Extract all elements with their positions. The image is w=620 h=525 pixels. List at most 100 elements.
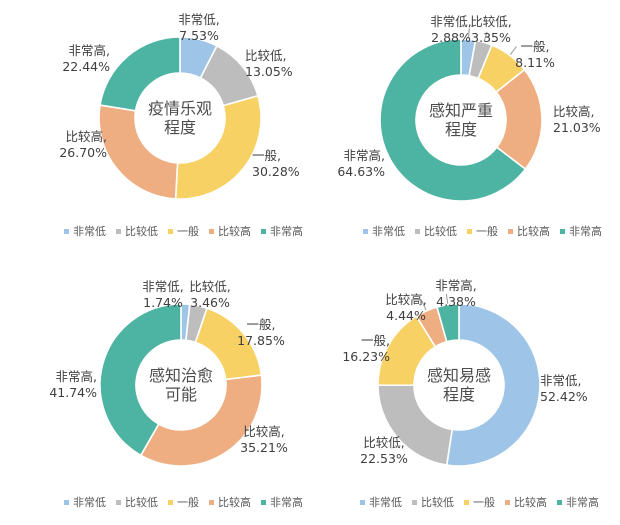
slice-fairly-high bbox=[139, 374, 263, 467]
legend-item: 比较低 bbox=[116, 494, 158, 510]
slice-label: 比较低, 3.46% bbox=[189, 279, 231, 310]
slice-label: 非常高, 22.44% bbox=[62, 43, 110, 74]
legend-item: 非常高 bbox=[560, 223, 602, 239]
legend-swatch bbox=[557, 499, 562, 505]
legend-label: 比较低 bbox=[125, 496, 158, 509]
legend-label: 比较低 bbox=[125, 225, 158, 238]
label-leader-line bbox=[467, 28, 470, 39]
legend-label: 非常高 bbox=[270, 496, 303, 509]
legend-label: 一般 bbox=[177, 225, 199, 238]
slice-label: 比较低, 13.05% bbox=[245, 48, 293, 79]
legend-swatch bbox=[116, 228, 121, 234]
legend-item: 非常低 bbox=[360, 494, 402, 510]
slice-label: 一般, 17.85% bbox=[237, 317, 285, 348]
slice-label: 非常低, 7.53% bbox=[178, 12, 220, 43]
legend-item: 比较低 bbox=[412, 494, 454, 510]
chart-perceived-curability: 感知治愈 可能 非常低 比较低 一般 比较高 非常高 非常低, 1.74% 比较低, 3.… bbox=[0, 262, 310, 524]
donut-ring bbox=[98, 36, 262, 200]
legend-item: 非常高 bbox=[557, 494, 599, 510]
label-leader-line bbox=[421, 300, 427, 311]
chart-legend: 非常低 比较低 一般 比较高 非常高 bbox=[64, 494, 303, 510]
donut-ring bbox=[99, 303, 263, 467]
legend-swatch bbox=[467, 228, 472, 234]
legend-item: 比较低 bbox=[415, 223, 457, 239]
legend-item: 非常低 bbox=[64, 494, 106, 510]
chart-legend: 非常低 比较低 一般 比较高 非常高 bbox=[64, 223, 303, 239]
chart-title: 感知易感 程度 bbox=[426, 366, 491, 404]
legend-label: 比较高 bbox=[517, 225, 550, 238]
legend-swatch bbox=[64, 499, 69, 505]
slice-very-high bbox=[436, 303, 460, 343]
legend-swatch bbox=[363, 228, 368, 234]
slice-label: 比较高, 21.03% bbox=[553, 104, 601, 135]
legend-label: 非常低 bbox=[73, 225, 106, 238]
chart-perceived-susceptibility: 感知易感 程度 非常低 比较低 一般 比较高 非常高 非常低, 52.42% 比较低, 2… bbox=[310, 262, 620, 524]
slice-label: 非常高, 64.63% bbox=[337, 148, 385, 179]
legend-item: 非常低 bbox=[363, 223, 405, 239]
chart-title: 感知治愈 可能 bbox=[148, 366, 213, 404]
slice-label: 比较高, 35.21% bbox=[240, 424, 288, 455]
legend-item: 非常高 bbox=[261, 494, 303, 510]
chart-optimism-level: 疫情乐观 程度 非常低 比较低 一般 比较高 非常高 非常低, 7.53% 比较低, 13… bbox=[0, 0, 310, 262]
slice-average bbox=[174, 94, 262, 200]
legend-swatch bbox=[412, 499, 417, 505]
label-leader-line bbox=[445, 293, 449, 304]
label-leader-line bbox=[509, 46, 517, 55]
legend-label: 非常低 bbox=[369, 496, 402, 509]
slice-label: 非常低, 1.74% bbox=[142, 279, 184, 310]
chart-title: 感知严重 程度 bbox=[428, 101, 493, 139]
legend-label: 比较低 bbox=[424, 225, 457, 238]
slice-label: 一般, 30.28% bbox=[252, 148, 300, 179]
legend-label: 非常低 bbox=[372, 225, 405, 238]
legend-item: 非常低 bbox=[64, 223, 106, 239]
legend-swatch bbox=[116, 499, 121, 505]
legend-swatch bbox=[505, 499, 510, 505]
legend-swatch bbox=[64, 228, 69, 234]
slice-very-high bbox=[99, 303, 182, 457]
legend-item: 非常高 bbox=[261, 223, 303, 239]
legend-label: 一般 bbox=[177, 496, 199, 509]
legend-label: 一般 bbox=[473, 496, 495, 509]
legend-label: 非常高 bbox=[566, 496, 599, 509]
legend-swatch bbox=[415, 228, 420, 234]
legend-item: 比较高 bbox=[209, 223, 251, 239]
legend-swatch bbox=[209, 228, 214, 234]
donut-ring bbox=[377, 293, 541, 467]
legend-swatch bbox=[560, 228, 565, 234]
chart-legend: 非常低 比较低 一般 比较高 非常高 bbox=[360, 494, 599, 510]
legend-label: 比较低 bbox=[421, 496, 454, 509]
legend-swatch bbox=[360, 499, 365, 505]
legend-label: 非常低 bbox=[73, 496, 106, 509]
legend-swatch bbox=[168, 228, 173, 234]
legend-swatch bbox=[261, 228, 266, 234]
legend-swatch bbox=[168, 499, 173, 505]
slice-very-high bbox=[379, 38, 527, 202]
legend-item: 一般 bbox=[464, 494, 495, 510]
slice-label: 一般, 16.23% bbox=[342, 333, 390, 364]
legend-item: 一般 bbox=[168, 494, 199, 510]
slice-label: 一般, 8.11% bbox=[515, 39, 555, 70]
legend-swatch bbox=[261, 499, 266, 505]
legend-label: 比较高 bbox=[514, 496, 547, 509]
legend-item: 比较高 bbox=[508, 223, 550, 239]
chart-legend: 非常低 比较低 一般 比较高 非常高 bbox=[363, 223, 602, 239]
legend-item: 一般 bbox=[168, 223, 199, 239]
chart-perceived-severity: 感知严重 程度 非常低 比较低 一般 比较高 非常高 非常低, 2.88% 比较低, 3.… bbox=[310, 0, 620, 262]
slice-label: 比较高, 4.44% bbox=[385, 292, 427, 323]
slice-very-high bbox=[99, 36, 181, 112]
legend-item: 一般 bbox=[467, 223, 498, 239]
chart-title: 疫情乐观 程度 bbox=[147, 99, 212, 137]
slice-label: 比较低, 22.53% bbox=[360, 435, 408, 466]
legend-item: 比较高 bbox=[505, 494, 547, 510]
legend-swatch bbox=[209, 499, 214, 505]
legend-label: 比较高 bbox=[218, 225, 251, 238]
legend-item: 比较低 bbox=[116, 223, 158, 239]
slice-label: 非常低, 52.42% bbox=[540, 373, 588, 404]
legend-item: 比较高 bbox=[209, 494, 251, 510]
slice-label: 比较高, 26.70% bbox=[59, 129, 107, 160]
slice-label: 非常高, 4.38% bbox=[435, 278, 477, 309]
donut-ring bbox=[379, 28, 543, 202]
slice-fairly-high bbox=[98, 104, 179, 200]
legend-label: 一般 bbox=[476, 225, 498, 238]
